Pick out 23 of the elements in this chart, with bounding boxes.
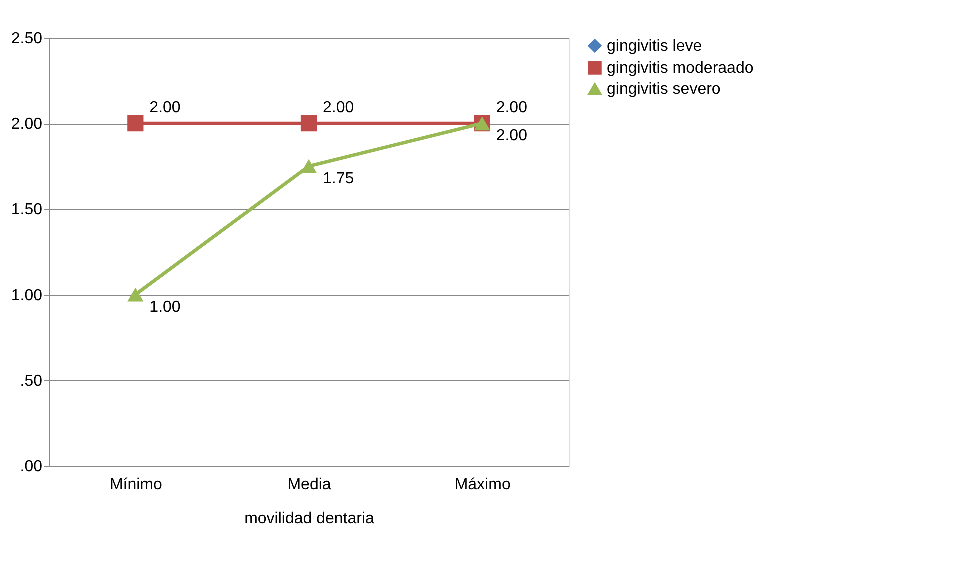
x-tick-label: Máximo — [454, 476, 511, 494]
y-tick-label: .00 — [20, 458, 43, 476]
legend-label: gingivitis leve — [607, 38, 702, 55]
y-tick-label: 2.50 — [11, 30, 43, 48]
x-tick-label: Media — [288, 476, 332, 494]
point — [128, 116, 144, 132]
data-label: 1.00 — [150, 298, 181, 316]
data-label: 2.00 — [150, 100, 181, 117]
point — [128, 288, 144, 302]
y-tick-label: 1.00 — [11, 287, 43, 304]
data-label: 2.00 — [496, 128, 528, 145]
y-tick-label: 1.50 — [11, 202, 43, 219]
x-axis-title: movilidad dentaria — [244, 510, 375, 528]
x-tick-label: Mínimo — [110, 476, 162, 494]
data-label: 2.00 — [496, 100, 528, 117]
legend-label: gingivitis moderaado — [607, 60, 754, 77]
y-tick-label: .50 — [20, 372, 43, 390]
data-label: 1.75 — [323, 170, 354, 188]
data-label: 2.00 — [323, 100, 354, 117]
legend-label: gingivitis severo — [607, 81, 721, 98]
point — [300, 116, 318, 132]
point — [300, 159, 318, 174]
y-tick-label: 2.00 — [11, 116, 43, 134]
